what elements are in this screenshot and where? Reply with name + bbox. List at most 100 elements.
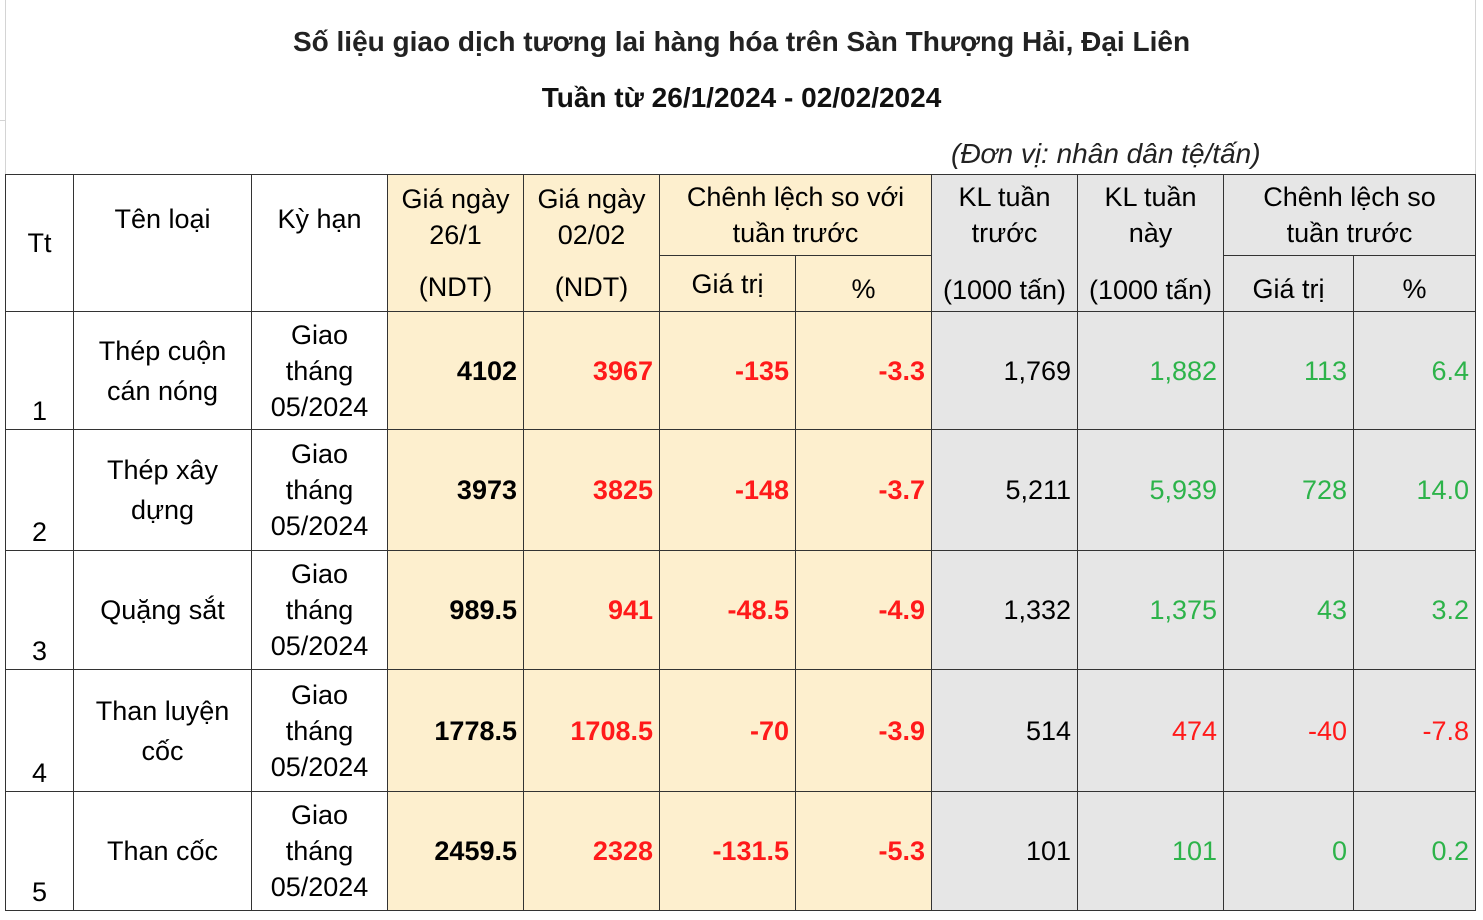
header-price-prev-unit: (NDT) xyxy=(418,272,493,302)
row-vol-curr: 1,375 xyxy=(1077,550,1225,670)
row-vol-diff: 43 xyxy=(1223,550,1355,670)
header-price-diff-line2: tuần trước xyxy=(732,218,859,248)
data-table: Tt Tên loại Kỳ hạn Giá ngày 26/1 (NDT) G… xyxy=(5,174,1477,911)
row-term: Giao tháng 05/2024 xyxy=(251,791,388,911)
header-vol-diff-pct: % xyxy=(1353,255,1477,312)
header-tt: Tt xyxy=(5,174,74,312)
row-term-line1: Giao xyxy=(290,559,349,589)
row-term-line2: tháng xyxy=(285,355,354,386)
row-term: Giao tháng 05/2024 xyxy=(251,669,388,792)
header-vol-diff-line2: tuần trước xyxy=(1286,218,1413,248)
header-price-diff-line1: Chênh lệch so với xyxy=(686,182,905,212)
row-vol-curr: 474 xyxy=(1077,669,1225,792)
row-term-line3: 05/2024 xyxy=(270,872,369,902)
row-tt: 4 xyxy=(5,669,74,792)
header-term: Kỳ hạn xyxy=(251,174,388,312)
table-row: 1 Thép cuộn cán nóng Giao tháng 05/2024 … xyxy=(5,311,1477,430)
row-term-line1: Giao xyxy=(290,800,349,830)
row-vol-diff: 113 xyxy=(1223,311,1355,430)
row-vol-prev: 514 xyxy=(931,669,1079,792)
row-term-line2: tháng xyxy=(285,715,354,746)
row-price-pct: -3.9 xyxy=(794,669,933,792)
row-vol-pct: 3.2 xyxy=(1353,550,1477,670)
row-price-diff: -48.5 xyxy=(659,550,796,670)
row-tt: 3 xyxy=(5,550,74,670)
row-term-line2: tháng xyxy=(285,836,354,866)
sheet-gridline xyxy=(1475,0,1476,175)
row-term-line2: tháng xyxy=(285,595,354,625)
header-vol-prev-unit: (1000 tấn) xyxy=(942,274,1067,305)
row-term-line3: 05/2024 xyxy=(270,751,369,782)
header-vol-prev: KL tuần trước (1000 tấn) xyxy=(931,174,1079,312)
row-term-line1: Giao xyxy=(290,439,349,469)
header-name: Tên loại xyxy=(73,174,252,312)
row-term-line1: Giao xyxy=(290,319,349,350)
header-price-prev-line1: Giá ngày xyxy=(401,184,510,214)
row-price-prev: 1778.5 xyxy=(387,669,524,792)
row-name: Thép xây dựng xyxy=(73,429,252,551)
row-vol-prev: 1,769 xyxy=(931,311,1079,430)
row-price-prev: 3973 xyxy=(387,429,524,551)
header-row-2: Giá trị % Giá trị % xyxy=(6,255,1477,312)
row-vol-curr: 101 xyxy=(1077,791,1225,911)
row-price-pct: -5.3 xyxy=(794,791,933,911)
row-tt: 1 xyxy=(5,311,74,430)
row-vol-pct: 6.4 xyxy=(1353,311,1477,430)
unit-note: (Đơn vị: nhân dân tệ/tấn) xyxy=(951,138,1261,169)
row-price-prev: 989.5 xyxy=(387,550,524,670)
page-title: Số liệu giao dịch tương lai hàng hóa trê… xyxy=(292,26,1191,57)
row-price-curr: 3967 xyxy=(523,311,660,430)
row-vol-curr: 5,939 xyxy=(1077,429,1225,551)
page-subtitle: Tuần từ 26/1/2024 - 02/02/2024 xyxy=(541,82,942,113)
row-price-pct: -3.3 xyxy=(794,311,933,430)
header-vol-diff-line1: Chênh lệch so xyxy=(1263,182,1436,212)
row-tt: 5 xyxy=(5,791,74,911)
row-vol-diff: 0 xyxy=(1223,791,1355,911)
header-price-curr-unit: (NDT) xyxy=(554,272,629,302)
header-price-diff-value: Giá trị xyxy=(659,255,796,312)
row-term-line3: 05/2024 xyxy=(270,391,369,422)
header-row-1: Tt Tên loại Kỳ hạn Giá ngày 26/1 (NDT) G… xyxy=(5,174,1477,312)
row-term-line1: Giao xyxy=(290,679,349,710)
header-price-curr-line1: Giá ngày xyxy=(537,184,646,214)
header-vol-curr: KL tuần này (1000 tấn) xyxy=(1077,174,1225,312)
row-term: Giao tháng 05/2024 xyxy=(251,550,388,670)
row-price-prev: 2459.5 xyxy=(387,791,524,911)
header-vol-diff-value: Giá trị xyxy=(1223,255,1355,312)
row-price-curr: 1708.5 xyxy=(523,669,660,792)
row-vol-curr: 1,882 xyxy=(1077,311,1225,430)
row-name: Thép cuộn cán nóng xyxy=(73,311,252,430)
table-row: 2 Thép xây dựng Giao tháng 05/2024 3973 … xyxy=(5,429,1477,551)
row-vol-pct: 0.2 xyxy=(1353,791,1477,911)
sheet-gridline xyxy=(5,0,6,175)
row-price-diff: -131.5 xyxy=(659,791,796,911)
row-price-diff: -148 xyxy=(659,429,796,551)
sheet-gridline xyxy=(0,120,5,121)
row-name: Quặng sắt xyxy=(73,550,252,670)
row-price-diff: -135 xyxy=(659,311,796,430)
row-term-line2: tháng xyxy=(285,475,354,505)
row-vol-prev: 5,211 xyxy=(931,429,1079,551)
row-tt: 2 xyxy=(5,429,74,551)
header-price-prev: Giá ngày 26/1 (NDT) xyxy=(387,174,524,312)
row-price-curr: 3825 xyxy=(523,429,660,551)
header-vol-curr-line1: KL tuần xyxy=(1104,181,1197,212)
header-price-curr: Giá ngày 02/02 (NDT) xyxy=(523,174,660,312)
row-term-line3: 05/2024 xyxy=(270,631,369,661)
row-term: Giao tháng 05/2024 xyxy=(251,311,388,430)
header-vol-curr-line2: này xyxy=(1128,217,1173,248)
row-price-prev: 4102 xyxy=(387,311,524,430)
header-price-diff-pct: % xyxy=(794,255,933,312)
header-vol-prev-line1: KL tuần xyxy=(958,181,1051,212)
row-vol-pct: 14.0 xyxy=(1353,429,1477,551)
header-vol-curr-unit: (1000 tấn) xyxy=(1088,274,1213,305)
header-vol-diff: Chênh lệch so tuần trước xyxy=(1223,174,1477,256)
row-price-pct: -3.7 xyxy=(794,429,933,551)
header-price-prev-line2: 26/1 xyxy=(429,220,482,250)
row-name: Than luyện cốc xyxy=(73,669,252,792)
row-vol-prev: 1,332 xyxy=(931,550,1079,670)
row-vol-diff: 728 xyxy=(1223,429,1355,551)
row-price-pct: -4.9 xyxy=(794,550,933,670)
header-price-diff: Chênh lệch so với tuần trước xyxy=(658,174,933,256)
row-price-curr: 2328 xyxy=(523,791,660,911)
